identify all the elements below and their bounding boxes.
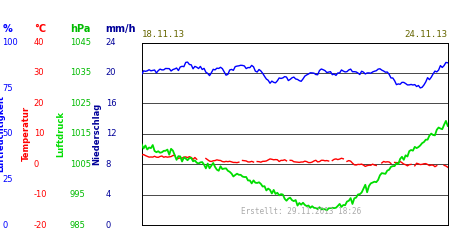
Text: Niederschlag: Niederschlag: [92, 102, 101, 165]
Text: 0: 0: [34, 160, 39, 169]
Text: 12: 12: [106, 129, 116, 138]
Text: 100: 100: [2, 38, 18, 47]
Text: 0: 0: [2, 220, 8, 230]
Text: 50: 50: [2, 129, 13, 138]
Text: 1045: 1045: [70, 38, 91, 47]
Text: mm/h: mm/h: [106, 24, 136, 34]
Text: 24: 24: [106, 38, 116, 47]
Text: Temperatur: Temperatur: [22, 106, 31, 161]
Text: %: %: [2, 24, 12, 34]
Text: 985: 985: [70, 220, 86, 230]
Text: 16: 16: [106, 99, 117, 108]
Text: 30: 30: [34, 68, 45, 78]
Text: 1035: 1035: [70, 68, 91, 78]
Text: 75: 75: [2, 84, 13, 92]
Text: 1025: 1025: [70, 99, 91, 108]
Text: 25: 25: [2, 175, 13, 184]
Text: 8: 8: [106, 160, 111, 169]
Text: 4: 4: [106, 190, 111, 199]
Text: 18.11.13: 18.11.13: [142, 30, 185, 39]
Text: -10: -10: [34, 190, 47, 199]
Text: Luftfeuchtigkeit: Luftfeuchtigkeit: [0, 95, 5, 172]
Text: Luftdruck: Luftdruck: [56, 111, 65, 157]
Text: Erstellt: 29.11.2013 18:26: Erstellt: 29.11.2013 18:26: [241, 207, 361, 216]
Text: 40: 40: [34, 38, 44, 47]
Text: -20: -20: [34, 220, 47, 230]
Text: 20: 20: [34, 99, 44, 108]
Text: 24.11.13: 24.11.13: [405, 30, 448, 39]
Text: 995: 995: [70, 190, 86, 199]
Text: °C: °C: [34, 24, 46, 34]
Text: 20: 20: [106, 68, 116, 78]
Text: hPa: hPa: [70, 24, 90, 34]
Text: 0: 0: [106, 220, 111, 230]
Text: 1015: 1015: [70, 129, 91, 138]
Text: 1005: 1005: [70, 160, 91, 169]
Text: 10: 10: [34, 129, 44, 138]
